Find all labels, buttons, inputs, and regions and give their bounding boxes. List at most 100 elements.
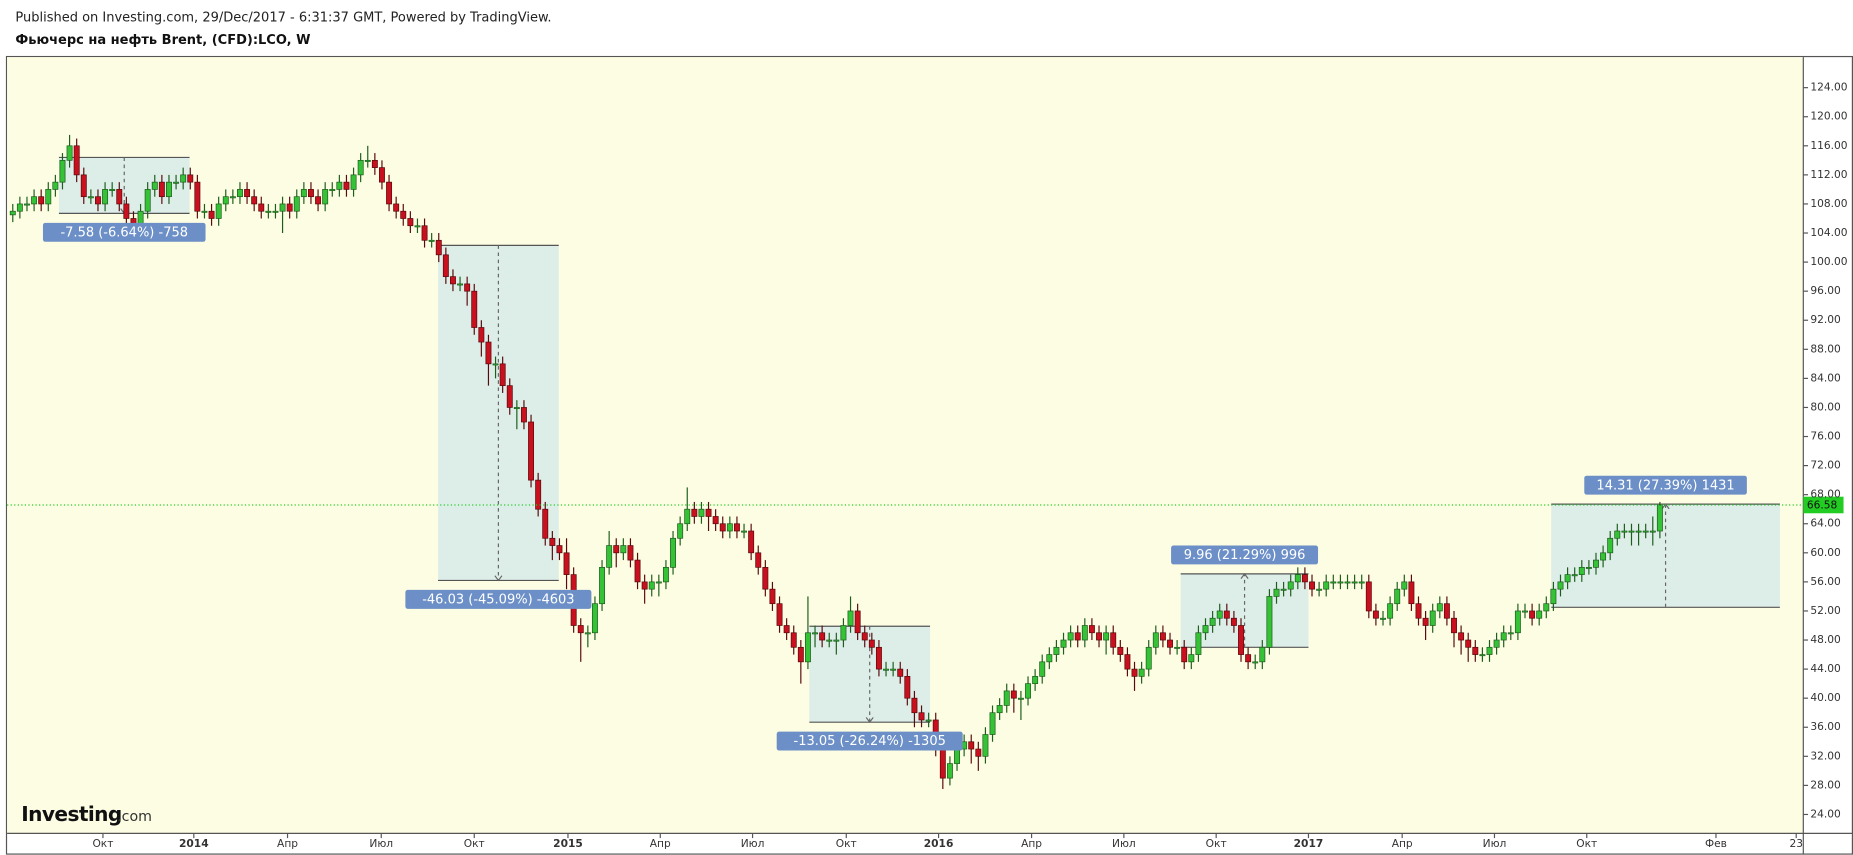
x-tick-label: Окт (464, 837, 485, 850)
candle-body (1479, 654, 1486, 657)
y-tick-label: 44.00 (1810, 662, 1841, 675)
candle-body (286, 203, 293, 212)
candle-body (549, 537, 556, 546)
measure-label-box (776, 731, 963, 751)
candle-body (1273, 588, 1280, 597)
y-tick-label: 120.00 (1810, 110, 1847, 123)
x-tick-label: Июл (741, 837, 765, 850)
measure-arrowhead (494, 575, 503, 582)
candle-body (244, 189, 251, 198)
candle-body (712, 516, 719, 525)
candle-body (237, 189, 243, 198)
candle-body (492, 363, 499, 366)
candle-body (634, 559, 641, 583)
candle-body (1188, 654, 1195, 663)
axis-layer: 24.00 28.00 32.00 36.00 40.00 44.00 48.00 52.00… (92, 81, 1847, 850)
x-tick-label: Апр (1021, 837, 1042, 850)
candle-body (1230, 617, 1237, 626)
candle-body (861, 632, 868, 641)
candle-body (357, 159, 364, 176)
candle-body (400, 210, 407, 219)
candle-body (464, 283, 471, 292)
candle-body (1074, 632, 1081, 641)
candle-body (762, 566, 769, 590)
candle-body (613, 545, 620, 554)
candle-body (1081, 625, 1088, 641)
candle-body (1245, 654, 1252, 663)
measure-label: -7.58 (-6.64%) -758 (60, 225, 188, 240)
candle-body (386, 181, 393, 205)
candle-body (166, 181, 172, 198)
y-tick-label: 116.00 (1810, 139, 1847, 152)
candle-body (691, 508, 698, 517)
candle-body (883, 668, 889, 671)
source-line: Published on Investing.com, 29/Dec/2017 … (15, 11, 551, 26)
candle-body (982, 734, 989, 757)
candle-body (719, 523, 726, 532)
candle-body (535, 479, 542, 510)
x-tick-label: Окт (92, 837, 113, 850)
measure-label-box (1171, 545, 1319, 565)
y-tick-label: 64.00 (1810, 517, 1841, 530)
candle-body (1053, 646, 1060, 655)
y-tick-label: 28.00 (1810, 778, 1841, 791)
candle-body (1656, 504, 1663, 532)
x-tick-label: Фев (1705, 837, 1727, 850)
candle-body (1394, 588, 1401, 605)
candle-body (868, 639, 875, 648)
candle-body (776, 603, 783, 626)
candle-layer (9, 134, 1663, 790)
candle-body (563, 552, 570, 575)
candle-body (826, 639, 833, 642)
candle-body (1507, 632, 1514, 635)
candle-body (620, 545, 627, 554)
candle-body (379, 167, 385, 183)
candle-body (662, 566, 669, 583)
y-tick-label: 48.00 (1810, 633, 1841, 646)
candle-body (819, 632, 826, 641)
candle-body (1557, 581, 1564, 590)
x-tick-label: Апр (277, 837, 298, 850)
candle-body (1529, 610, 1536, 619)
x-tick-label: Окт (836, 837, 857, 850)
candle-body (1600, 552, 1607, 561)
x-tick-label: Апр (1392, 837, 1413, 850)
x-tick-label: Июл (1483, 837, 1507, 850)
measure-label: -13.05 (-26.24%) -1305 (794, 734, 946, 749)
candle-body (698, 508, 705, 517)
logo-name: Investing (21, 802, 121, 826)
y-tick-label: 32.00 (1810, 749, 1841, 762)
candle-body (741, 530, 747, 533)
candle-body (1380, 617, 1386, 620)
candle-body (733, 523, 740, 532)
candle-body (52, 181, 59, 190)
candle-body (421, 225, 428, 241)
candle-body (371, 159, 378, 168)
y-tick-label: 60.00 (1810, 546, 1841, 559)
measure-label-box (42, 222, 206, 242)
candle-body (1145, 646, 1152, 670)
measure-label-box (405, 589, 592, 609)
label-layer: -7.58 (-6.64%) -758 -46.03 (-45.09%) -460… (7, 222, 1844, 751)
candle-body (449, 276, 456, 285)
candle-body (1472, 646, 1479, 655)
candle-body (648, 581, 655, 590)
candle-body (968, 741, 975, 750)
candle-body (272, 210, 279, 213)
candle-body (1514, 610, 1521, 634)
candle-body (279, 203, 286, 212)
candle-body (833, 639, 840, 642)
candle-body (350, 174, 357, 190)
candle-body (428, 239, 435, 242)
candle-body (783, 625, 790, 634)
candle-body (1536, 610, 1543, 619)
x-tick-label: Окт (1206, 837, 1227, 850)
candle-body (343, 181, 350, 190)
candle-body (1436, 603, 1443, 612)
y-tick-label: 92.00 (1810, 313, 1841, 326)
candle-body (812, 632, 818, 635)
candle-body (95, 196, 101, 205)
candle-body (769, 588, 776, 605)
y-tick-label: 88.00 (1810, 342, 1841, 355)
candle-body (1486, 646, 1493, 655)
